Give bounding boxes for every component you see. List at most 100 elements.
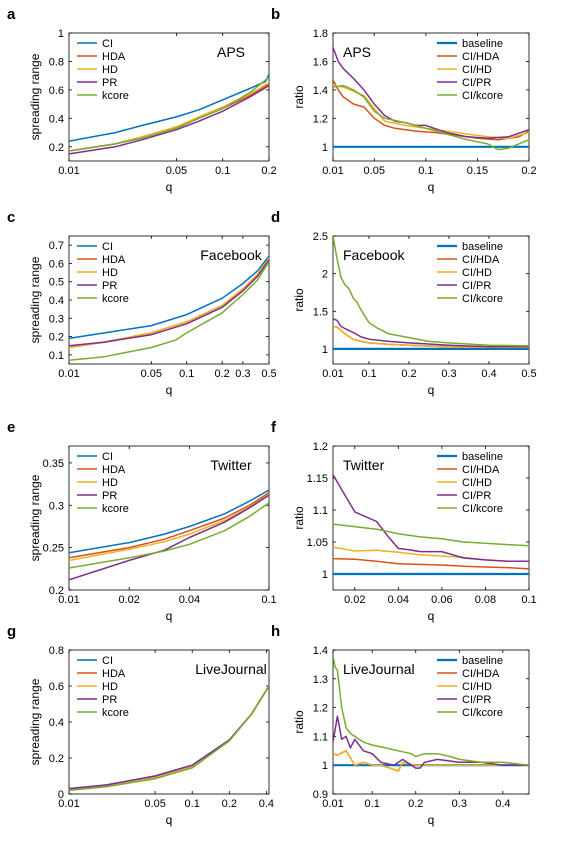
panel-title: Twitter [210,457,252,473]
legend-label: CI/PR [462,280,491,292]
x-tick-label: 0.02 [118,594,139,606]
panel-g: 0.01 0.05 0.1 0.2 0.4 0 0.2 0.4 0.6 0.8 q spreading… [7,623,274,827]
y-axis-label: ratio [292,288,306,312]
y-tick-label: 0.25 [43,543,64,555]
series-line-ci-pr [333,715,529,769]
legend-label: baseline [462,38,503,50]
x-tick-label: 0.1 [215,165,230,177]
y-axis-label: spreading range [28,53,42,140]
x-tick-label: 0.06 [431,594,452,606]
x-tick-label: 0.1 [361,368,376,380]
panel-letter: g [7,623,16,640]
axes-box [332,649,530,795]
x-tick-label: 0.5 [261,368,276,380]
series-line-pr [69,84,269,155]
panel-letter: f [271,419,277,436]
y-tick-label: 1.6 [313,56,328,68]
x-tick-label: 0.01 [58,368,79,380]
series-line-hda [69,491,269,559]
panel-letter: h [271,623,280,640]
x-tick-label: 0.2 [261,165,276,177]
axes-box [332,445,530,591]
x-tick-label: 0.01 [322,165,343,177]
legend-label: baseline [462,451,503,463]
y-tick-label: 0.1 [49,350,64,362]
series-line-kcore [69,261,269,362]
series-group [69,255,269,362]
series-line-ci-pr [333,318,529,348]
axes-box [68,445,270,591]
series-line-ci-kcore [333,523,529,547]
axes-box [68,32,270,162]
series-line-ci-kcore [333,655,529,766]
x-axis-label: q [428,813,435,827]
legend-label: HD [102,477,118,489]
x-axis-label: q [166,609,173,623]
legend-label: CI [102,655,113,667]
series-line-pr [69,494,269,581]
y-tick-label: 1 [322,760,328,772]
legend-label: CI [102,38,113,50]
series-line-ci-hd [333,325,529,349]
x-tick-label: 0.05 [141,368,162,380]
legend-label: CI/HDA [462,464,500,476]
x-tick-label: 0.3 [441,368,456,380]
y-tick-label: 1.8 [313,28,328,40]
y-axis-label: ratio [292,506,306,530]
legend-label: baseline [462,655,503,667]
x-tick-label: 0.2 [408,798,423,810]
y-tick-label: 0.8 [49,645,64,657]
y-tick-label: 1 [58,28,64,40]
legend-label: CI/HD [462,477,492,489]
x-tick-label: 0.01 [322,798,343,810]
series-line-ci-hd [333,750,529,772]
legend-label: HDA [102,51,126,63]
legend-label: CI/HD [462,681,492,693]
legend-label: kcore [102,707,129,719]
y-tick-label: 2 [322,269,328,281]
x-tick-label: 0.01 [58,165,79,177]
legend-label: PR [102,490,117,502]
x-tick-label: 0.08 [475,594,496,606]
y-tick-label: 0.6 [49,85,64,97]
x-tick-label: 0.04 [179,594,200,606]
series-line-kcore [69,685,269,792]
series-line-ci-kcore [333,84,529,151]
x-axis-label: q [428,383,435,397]
y-tick-label: 0.3 [49,500,64,512]
y-tick-label: 1.2 [313,441,328,453]
y-tick-label: 0.4 [49,717,64,729]
series-line-ci-kcore [333,236,529,347]
panel-letter: d [271,209,280,226]
y-tick-label: 1.4 [313,85,328,97]
y-axis-label: ratio [292,710,306,734]
panel-letter: b [271,6,280,23]
y-tick-label: 0.8 [49,56,64,68]
x-tick-label: 0.2 [401,368,416,380]
y-tick-label: 0.7 [49,240,64,252]
x-tick-label: 0.2 [222,798,237,810]
axes-box [332,32,530,162]
x-tick-label: 0.1 [365,798,380,810]
series-line-ci-hda [333,79,529,141]
x-tick-label: 0.1 [179,368,194,380]
y-tick-label: 1 [322,344,328,356]
panel-title: APS [343,44,371,60]
panel-title: Facebook [343,247,405,263]
x-tick-label: 0.01 [58,594,79,606]
series-line-ci [69,489,269,554]
y-tick-label: 1.5 [313,306,328,318]
panel-letter: e [7,419,15,436]
y-tick-label: 0.6 [49,681,64,693]
legend-label: CI/kcore [462,707,503,719]
series-line-pr [69,259,269,347]
x-tick-label: 0.1 [418,165,433,177]
x-tick-label: 0.4 [495,798,510,810]
y-axis-label: ratio [292,85,306,109]
legend-label: HD [102,681,118,693]
series-line-kcore [69,502,269,569]
series-group [333,46,529,151]
legend-label: HDA [102,464,126,476]
legend-label: CI/kcore [462,90,503,102]
